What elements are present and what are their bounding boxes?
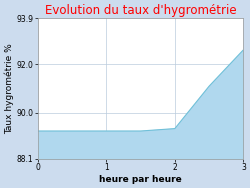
Title: Evolution du taux d'hygrométrie: Evolution du taux d'hygrométrie <box>45 4 236 17</box>
Y-axis label: Taux hygrométrie %: Taux hygrométrie % <box>4 43 14 134</box>
X-axis label: heure par heure: heure par heure <box>99 175 182 184</box>
